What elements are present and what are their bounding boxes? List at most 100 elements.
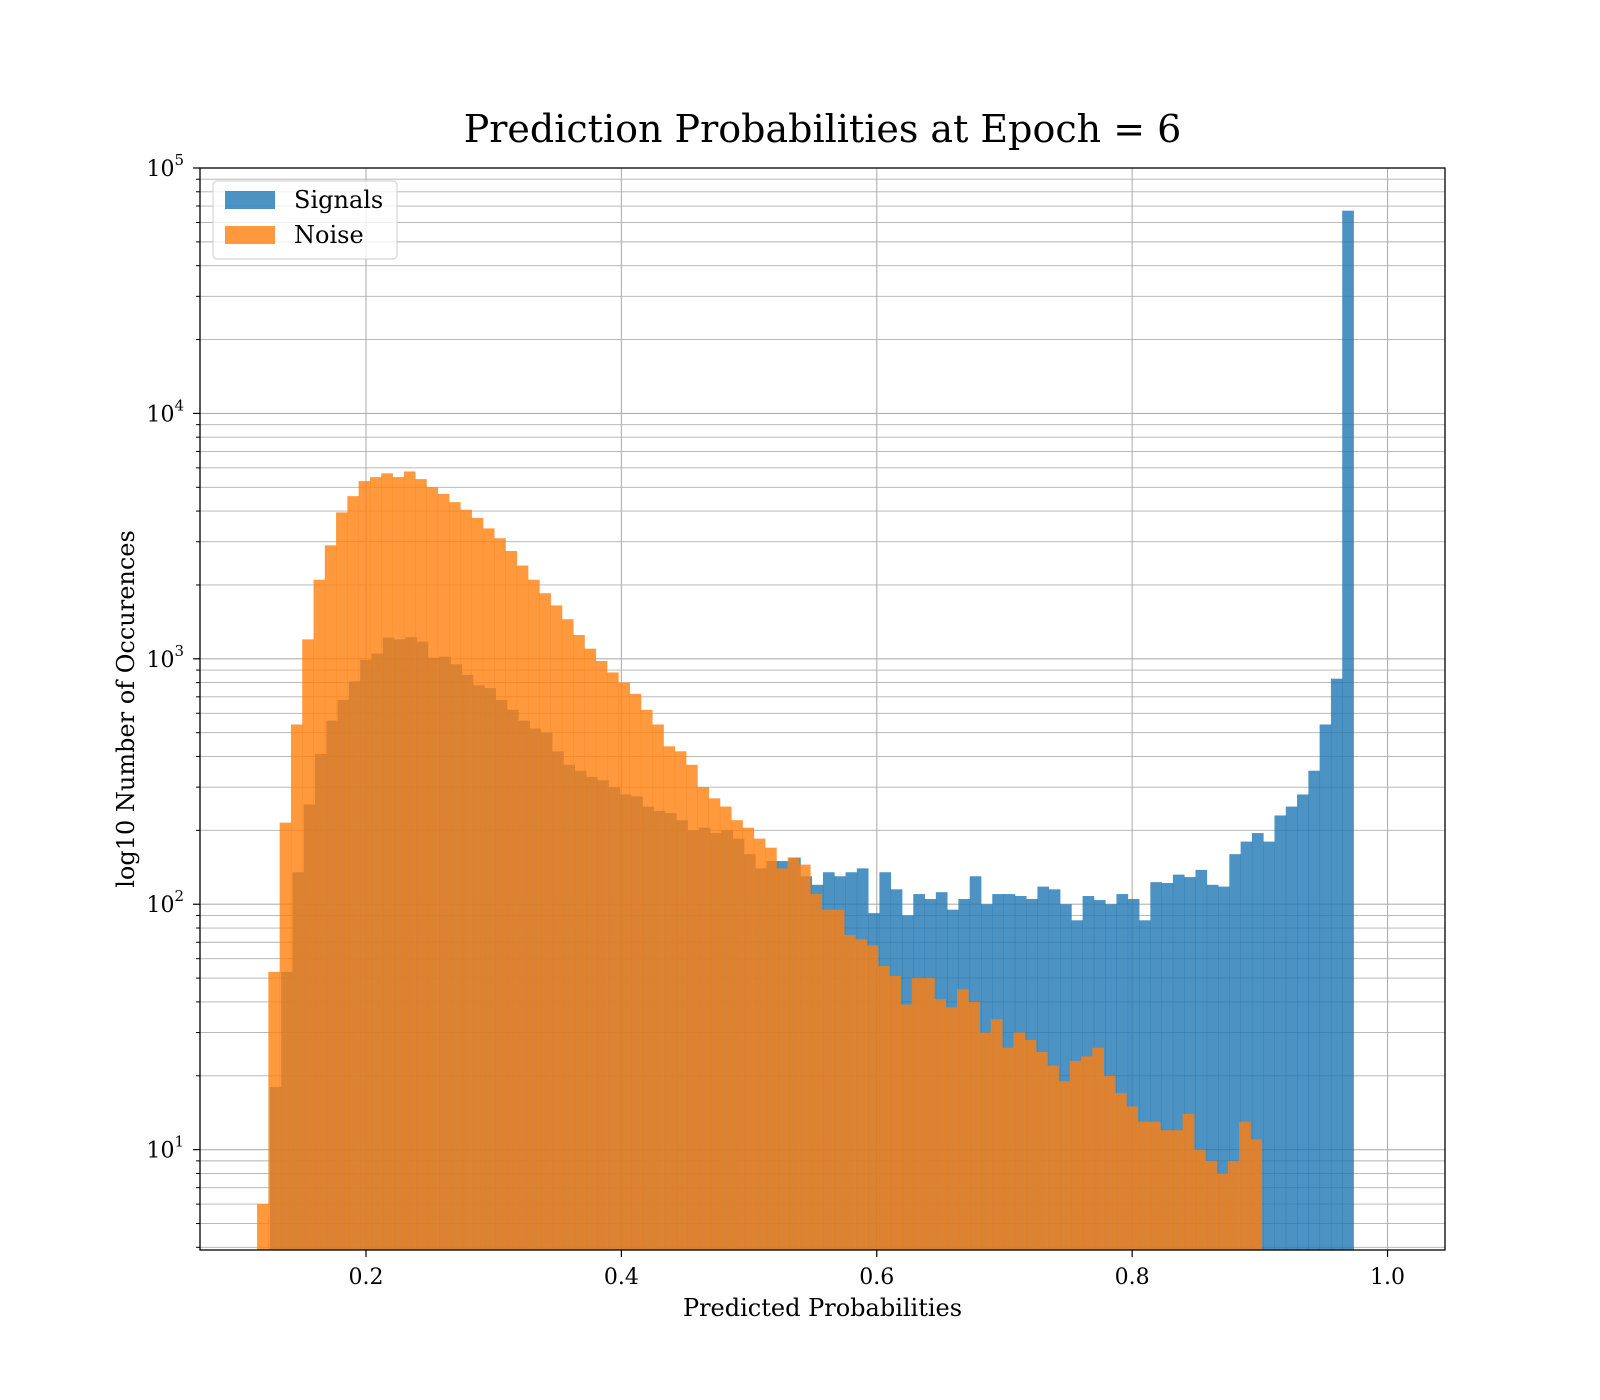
- y-tick-label: 105: [146, 151, 184, 182]
- bar-noise: [945, 1007, 958, 1250]
- bar-noise: [832, 909, 845, 1250]
- bar-noise: [1160, 1130, 1172, 1250]
- bar-noise: [539, 593, 551, 1250]
- bar-noise: [674, 751, 687, 1250]
- bar-noise: [437, 493, 450, 1250]
- y-tick-label: 103: [146, 642, 184, 673]
- bar-noise: [652, 724, 664, 1250]
- bar-noise: [855, 939, 868, 1250]
- bar-noise: [1250, 1139, 1263, 1250]
- bar-noise: [1047, 1065, 1059, 1250]
- bar-noise: [776, 868, 789, 1250]
- legend-swatch-signals: [225, 191, 275, 209]
- x-tick-label: 0.4: [604, 1265, 639, 1290]
- y-tick-label: 102: [146, 887, 184, 918]
- bar-noise: [618, 682, 630, 1250]
- chart-title: Prediction Probabilities at Epoch = 6: [464, 107, 1182, 151]
- bar-signals: [1060, 904, 1072, 1250]
- bar-noise: [1148, 1121, 1161, 1250]
- bar-noise: [358, 481, 371, 1250]
- bar-noise: [347, 496, 360, 1250]
- bar-noise: [381, 473, 393, 1250]
- legend-label-noise: Noise: [294, 221, 364, 249]
- bar-noise: [302, 639, 314, 1250]
- bar-noise: [369, 477, 382, 1250]
- bar-noise: [460, 509, 472, 1250]
- bar-noise: [686, 764, 698, 1250]
- bar-noise: [731, 820, 743, 1250]
- bar-signals: [1285, 806, 1298, 1250]
- bar-noise: [448, 502, 461, 1250]
- bar-noise: [1227, 1160, 1240, 1250]
- bar-noise: [1103, 1075, 1116, 1250]
- bar-noise: [324, 545, 337, 1250]
- y-axis-title: log10 Number of Occurences: [112, 530, 140, 888]
- bar-noise: [1092, 1047, 1105, 1250]
- x-tick-label: 0.6: [859, 1265, 894, 1290]
- y-tick-label: 101: [146, 1133, 184, 1164]
- bar-noise: [1126, 1106, 1138, 1250]
- bar-noise: [336, 512, 348, 1250]
- bar-signals: [1297, 794, 1309, 1250]
- bar-noise: [527, 579, 540, 1250]
- bar-signals: [1172, 874, 1185, 1250]
- bar-noise: [1081, 1056, 1093, 1250]
- bar-noise: [866, 945, 879, 1250]
- bar-noise: [1182, 1113, 1195, 1250]
- bar-noise: [765, 847, 777, 1250]
- bar-noise: [392, 477, 405, 1250]
- bar-signals: [1206, 884, 1219, 1250]
- bar-signals: [1274, 815, 1287, 1250]
- series-noise: [257, 471, 1263, 1250]
- bar-noise: [494, 538, 506, 1250]
- bar-noise: [911, 978, 924, 1250]
- bar-noise: [753, 838, 766, 1250]
- bar-signals: [1330, 678, 1343, 1250]
- bar-noise: [290, 724, 303, 1250]
- bar-noise: [607, 672, 619, 1250]
- bar-noise: [708, 798, 721, 1250]
- bar-noise: [629, 693, 642, 1250]
- bar-noise: [1035, 1051, 1048, 1250]
- bar-noise: [923, 978, 935, 1250]
- bar-noise: [1114, 1093, 1127, 1250]
- x-axis-title: Predicted Probabilities: [683, 1294, 962, 1322]
- bar-noise: [268, 971, 281, 1250]
- bar-noise: [505, 551, 518, 1250]
- bar-signals: [1184, 877, 1196, 1250]
- bar-noise: [561, 619, 574, 1250]
- bar-noise: [1216, 1173, 1229, 1250]
- bar-noise: [719, 806, 732, 1250]
- bar-noise: [257, 1204, 269, 1250]
- bar-noise: [1193, 1149, 1206, 1250]
- legend-label-signals: Signals: [294, 186, 383, 214]
- bar-noise: [787, 857, 800, 1250]
- bar-noise: [313, 579, 326, 1250]
- bar-noise: [595, 660, 608, 1250]
- bar-signals: [1263, 841, 1275, 1250]
- bar-noise: [1239, 1121, 1251, 1250]
- bar-noise: [279, 822, 292, 1250]
- axis-ticks: 0.2 0.4 0.6 0.8 1.0 101 102 103 104 105: [146, 151, 1405, 1290]
- bar-noise: [821, 909, 834, 1250]
- bar-noise: [640, 709, 653, 1250]
- bar-noise: [889, 975, 901, 1250]
- legend-swatch-noise: [225, 226, 275, 244]
- legend: Signals Noise: [212, 180, 398, 260]
- bar-noise: [697, 787, 709, 1250]
- bar-signals: [1240, 841, 1253, 1250]
- bar-noise: [1171, 1130, 1184, 1250]
- bar-noise: [934, 999, 947, 1250]
- bar-noise: [1137, 1121, 1150, 1250]
- bar-noise: [990, 1019, 1003, 1250]
- bar-noise: [663, 746, 676, 1250]
- bar-noise: [584, 648, 597, 1250]
- bar-signals: [1150, 882, 1162, 1250]
- bar-signals: [1139, 920, 1151, 1250]
- x-tick-label: 0.8: [1115, 1265, 1150, 1290]
- bar-noise: [877, 966, 890, 1250]
- bar-noise: [403, 471, 416, 1250]
- bar-noise: [844, 934, 856, 1250]
- bar-noise: [979, 1032, 992, 1250]
